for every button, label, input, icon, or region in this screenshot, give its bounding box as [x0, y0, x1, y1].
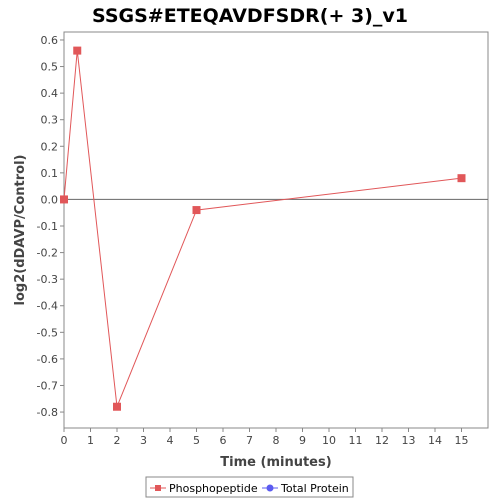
- x-axis-title: Time (minutes): [220, 455, 331, 470]
- x-tick-label: 14: [428, 434, 442, 447]
- y-axis: 0.6 0.5 0.4 0.3 0.2 0.1 0.0 -0.1 -0.2 -0.3 -0.4 -0.…: [37, 34, 64, 419]
- y-tick-label: -0.2: [37, 247, 58, 260]
- y-tick-label: -0.5: [37, 326, 58, 339]
- x-tick-label: 2: [114, 434, 121, 447]
- x-tick-label: 7: [246, 434, 253, 447]
- legend-total-protein-marker: [266, 484, 274, 492]
- x-axis: 0 1 2 3 4 5 6 7 8 9 10 11 12 13 14 15: [61, 428, 469, 447]
- y-tick-label: 0.6: [41, 34, 59, 47]
- data-point: [73, 46, 82, 55]
- x-tick-label: 3: [140, 434, 147, 447]
- legend-total-protein-label: Total Protein: [280, 482, 349, 495]
- legend-box: [145, 476, 354, 498]
- x-tick-label: 13: [402, 434, 416, 447]
- y-tick-label: -0.8: [37, 406, 58, 419]
- y-tick-label: -0.1: [37, 220, 58, 233]
- y-tick-label: 0.2: [41, 140, 59, 153]
- x-tick-label: 12: [375, 434, 389, 447]
- x-tick-label: 9: [299, 434, 306, 447]
- y-tick-label: -0.7: [37, 379, 58, 392]
- y-tick-label: 0.4: [41, 87, 59, 100]
- legend-phosphopeptide-label: Phosphopeptide: [169, 482, 258, 495]
- y-tick-label: 0.3: [41, 114, 59, 127]
- x-tick-label: 8: [273, 434, 280, 447]
- x-tick-label: 15: [455, 434, 469, 447]
- data-point: [113, 402, 121, 411]
- legend-phosphopeptide-marker: [155, 485, 161, 491]
- x-tick-label: 4: [167, 434, 174, 447]
- x-tick-label: 1: [87, 434, 94, 447]
- y-tick-label: -0.3: [37, 273, 58, 286]
- chart-title: SSGS#ETEQAVDFSDR(+ 3)_v1: [92, 5, 408, 27]
- x-tick-label: 11: [349, 434, 363, 447]
- legend: Phosphopeptide Total Protein: [145, 476, 354, 498]
- data-point: [60, 195, 68, 204]
- series-layer: [60, 46, 466, 411]
- y-tick-label: -0.6: [37, 353, 58, 366]
- plot-area: [63, 31, 489, 429]
- y-tick-label: 0.1: [41, 167, 59, 180]
- y-tick-label: 0.5: [41, 61, 59, 74]
- y-tick-label: 0.0: [41, 193, 59, 206]
- x-tick-label: 0: [61, 434, 68, 447]
- data-point: [457, 174, 466, 183]
- x-tick-label: 10: [322, 434, 336, 447]
- y-tick-label: -0.4: [37, 300, 58, 313]
- y-axis-title: log2(dDAVP/Control): [13, 155, 28, 306]
- x-tick-label: 5: [193, 434, 200, 447]
- data-point: [192, 206, 201, 215]
- x-tick-label: 6: [220, 434, 227, 447]
